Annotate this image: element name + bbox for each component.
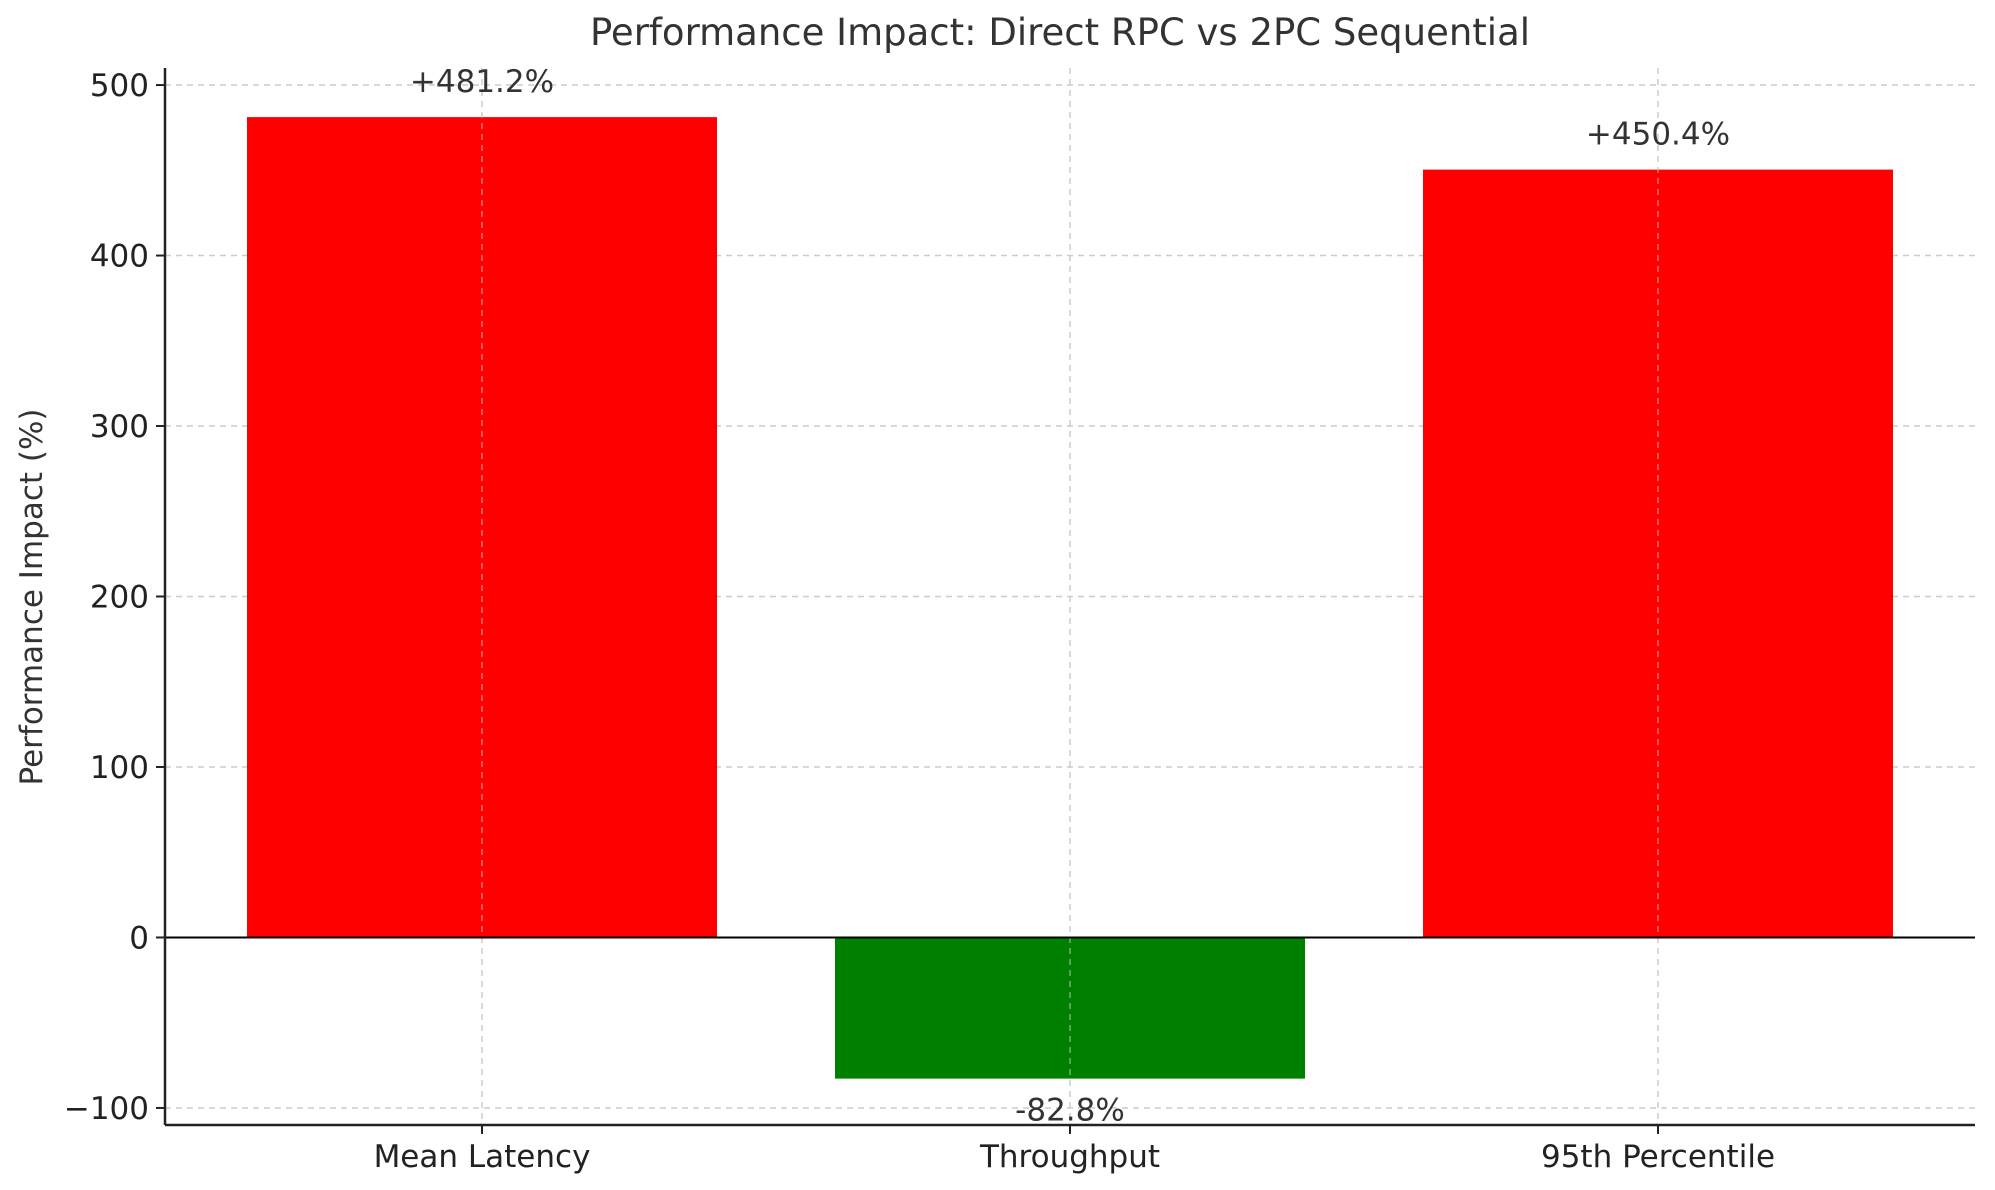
data-label: +481.2% (410, 64, 554, 100)
x-tick-label: Mean Latency (374, 1139, 591, 1175)
y-tick-label: −100 (64, 1091, 149, 1127)
axes-layer (156, 68, 1975, 1134)
y-axis-label: Performance Impact (%) (14, 408, 50, 785)
x-tick-label: Throughput (979, 1139, 1160, 1175)
y-tick-label: 100 (90, 750, 149, 786)
y-tick-label: 500 (90, 68, 149, 104)
y-tick-label: 0 (129, 920, 149, 956)
y-tick-label: 300 (90, 409, 149, 445)
y-tick-label: 200 (90, 580, 149, 616)
x-tick-label: 95th Percentile (1541, 1139, 1775, 1175)
data-label: +450.4% (1586, 117, 1730, 153)
y-tick-label: 400 (90, 239, 149, 275)
bar (247, 117, 717, 938)
chart-title: Performance Impact: Direct RPC vs 2PC Se… (590, 11, 1530, 54)
data-label: -82.8% (1015, 1093, 1125, 1129)
labels-layer: −100 0 100 200 300 400 500 Mean Latency Throughp… (64, 64, 1775, 1175)
